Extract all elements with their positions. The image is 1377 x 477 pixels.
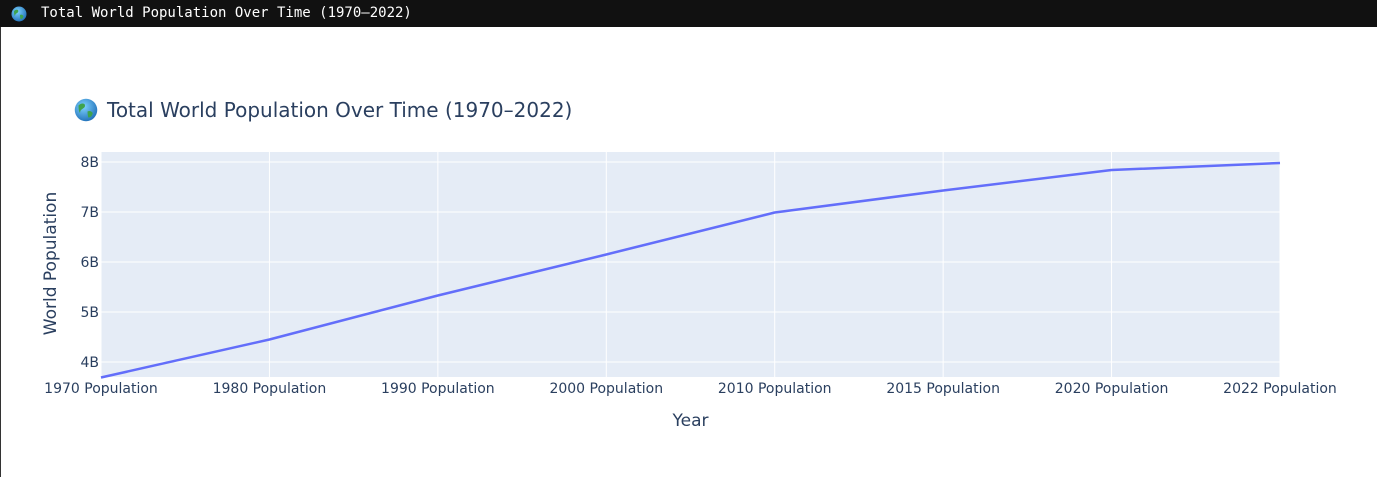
- y-tick-label: 6B: [80, 255, 99, 271]
- series-line[interactable]: [100, 161, 1281, 379]
- x-axis-title: Year: [672, 411, 709, 431]
- x-tick-label: 1990 Population: [381, 381, 495, 397]
- globe-icon: [11, 6, 27, 22]
- y-tick-label: 5B: [80, 305, 99, 321]
- y-tick-label: 8B: [80, 155, 99, 171]
- x-tick-label: 2022 Population: [1223, 381, 1337, 397]
- x-tick-label: 2015 Population: [886, 381, 1000, 397]
- chart-title-text: Total World Population Over Time (1970–2…: [107, 98, 573, 122]
- y-tick-label: 7B: [80, 205, 99, 221]
- x-tick-label: 1980 Population: [213, 381, 327, 397]
- x-tick-label: 2020 Population: [1055, 381, 1169, 397]
- plot-area: [101, 152, 1280, 377]
- y-axis-title: World Population: [41, 192, 61, 335]
- window-title-bar: Total World Population Over Time (1970–2…: [0, 0, 1377, 27]
- window-title: Total World Population Over Time (1970–2…: [41, 5, 412, 21]
- x-tick-label: 2000 Population: [549, 381, 663, 397]
- x-tick-label: 2010 Population: [718, 381, 832, 397]
- globe-icon: [74, 98, 98, 122]
- x-tick-label: 1970 Population: [44, 381, 158, 397]
- y-tick-label: 4B: [80, 355, 99, 371]
